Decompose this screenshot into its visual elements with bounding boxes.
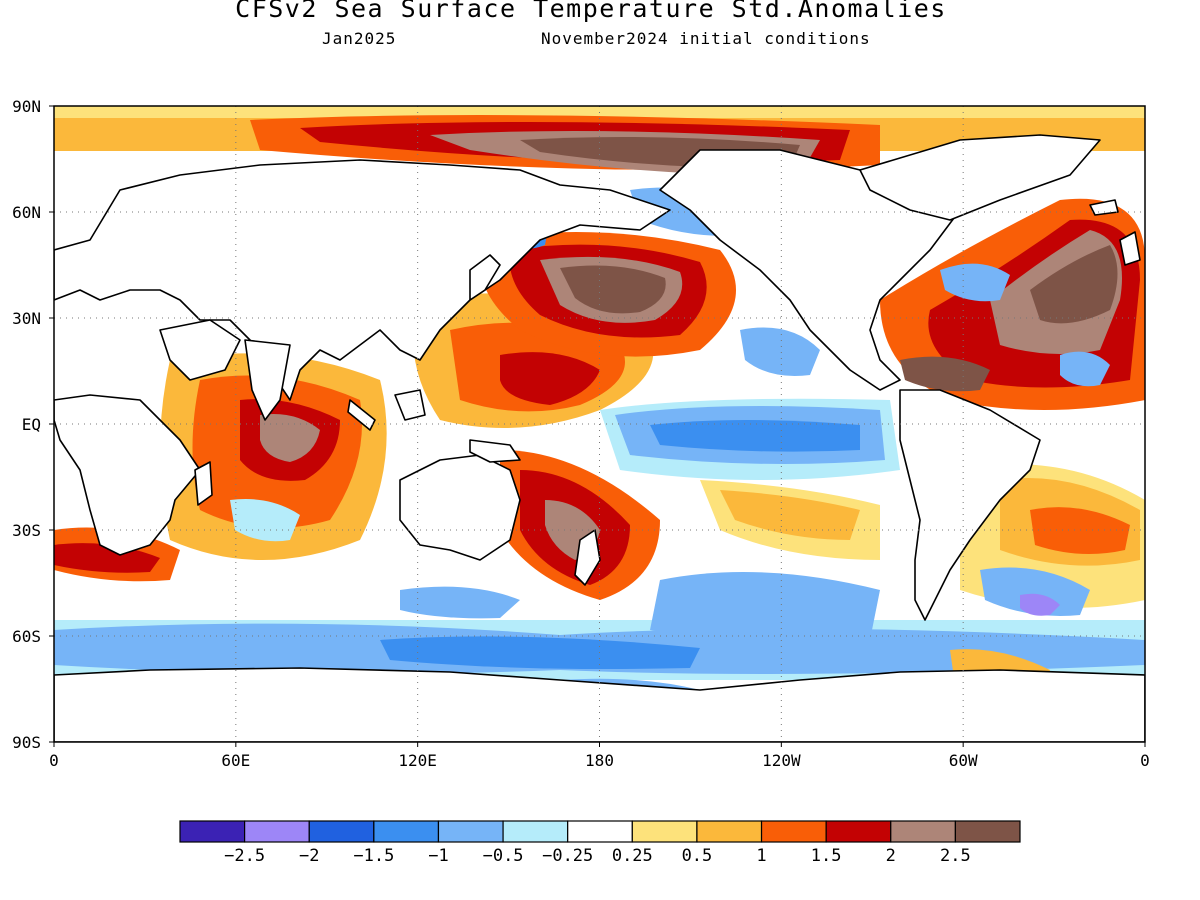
north-atlantic-anomaly	[880, 198, 1145, 410]
indian-ocean-anomaly	[160, 353, 387, 560]
colorbar-labels: −2.5 −2 −1.5 −1 −0.5 −0.25 0.25 0.5 1 1.5 2 2.5	[224, 846, 971, 866]
sst-anomaly-map: 90N 60N 30N EQ 30S 60S 90S 0 60E 120E 180 120W 60W 0	[12, 97, 1150, 770]
colorbar-label: −2	[299, 846, 319, 866]
lat-tick-label: 90N	[12, 97, 41, 116]
new-guinea-landmass	[469, 439, 521, 463]
lon-tick-label: 60E	[221, 751, 250, 770]
sumatra-landmass	[347, 399, 376, 431]
colorbar-box	[825, 820, 892, 843]
colorbar-label: 2	[886, 846, 896, 866]
lon-tick-label: 60W	[949, 751, 978, 770]
colorbar-label: −1.5	[353, 846, 394, 866]
south-america-landmass	[899, 389, 1041, 621]
colorbar-label: −1	[428, 846, 448, 866]
continents	[54, 134, 1145, 742]
lat-tick-label: 30S	[12, 521, 41, 540]
colorbar-label: −0.25	[542, 846, 593, 866]
colorbar-box	[373, 820, 440, 843]
colorbar-box	[631, 820, 698, 843]
africa-landmass	[54, 394, 201, 556]
lat-tick-label: 60N	[12, 203, 41, 222]
colorbar-label: 1.5	[811, 846, 842, 866]
initial-conditions-label: November2024 initial conditions	[541, 29, 871, 48]
southwest-pacific-anomaly	[500, 450, 660, 600]
latitude-axis: 90N 60N 30N EQ 30S 60S 90S	[12, 97, 54, 752]
india-landmass	[244, 339, 291, 421]
longitude-axis: 0 60E 120E 180 120W 60W 0	[49, 742, 1150, 770]
map-grid	[54, 106, 1145, 742]
colorbar-label: −0.5	[483, 846, 524, 866]
britain-landmass	[1119, 231, 1141, 266]
japan-landmass	[469, 254, 501, 301]
lat-tick-label: 90S	[12, 733, 41, 752]
iceland-landmass	[1089, 199, 1119, 216]
colorbar-label: 0.5	[682, 846, 713, 866]
greenland-landmass	[859, 134, 1101, 221]
madagascar-landmass	[194, 461, 213, 506]
australia-landmass	[399, 454, 521, 561]
lon-tick-label: 0	[49, 751, 59, 770]
equatorial-east-pacific-anomaly	[600, 398, 900, 560]
colorbar-box	[179, 820, 246, 843]
colorbar-box	[244, 820, 310, 843]
colorbar-box	[437, 820, 504, 843]
chart-title: CFSv2 Sea Surface Temperature Std.Anomal…	[235, 0, 947, 23]
lat-tick-label: 60S	[12, 627, 41, 646]
arabia-landmass	[159, 319, 241, 381]
lon-tick-label: 120W	[762, 751, 801, 770]
north-pacific-anomaly	[478, 187, 820, 376]
lon-tick-label: 0	[1140, 751, 1150, 770]
colorbar-boxes	[179, 820, 1021, 843]
colorbar-box	[502, 820, 569, 843]
colorbar-box	[760, 820, 827, 843]
colorbar-box	[696, 820, 763, 843]
lon-tick-label: 180	[585, 751, 614, 770]
colorbar-box	[308, 820, 375, 843]
antarctica-landmass	[54, 667, 1145, 742]
colorbar-box	[954, 820, 1021, 843]
lon-tick-label: 120E	[398, 751, 437, 770]
lat-tick-label: 30N	[12, 309, 41, 328]
colorbar-box	[567, 820, 633, 843]
colorbar-label: 1	[756, 846, 766, 866]
lat-tick-label: EQ	[22, 415, 41, 434]
valid-month-label: Jan2025	[322, 29, 397, 48]
new-zealand-landmass	[574, 529, 601, 586]
colorbar-label: 2.5	[940, 846, 971, 866]
colorbar-label: 0.25	[612, 846, 653, 866]
colorbar-label: −2.5	[224, 846, 265, 866]
eurasia-landmass	[54, 159, 671, 401]
colorbar-box	[890, 820, 956, 843]
